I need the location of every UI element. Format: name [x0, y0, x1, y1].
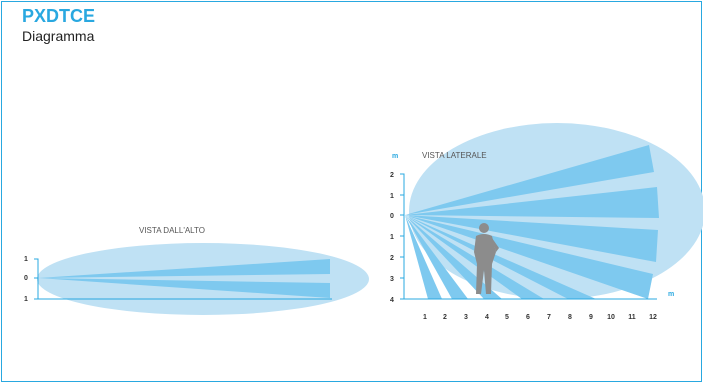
top-view-tick: 0 — [24, 275, 28, 282]
side-view-y-unit: m — [392, 153, 398, 160]
side-view-x-tick: 1 — [423, 314, 427, 321]
side-view-x-tick: 3 — [464, 314, 468, 321]
top-view: VISTA DALL'ALTO 1 0 1 — [24, 226, 369, 315]
side-view-x-tick: 7 — [547, 314, 551, 321]
side-view-x-tick: 12 — [649, 314, 657, 321]
side-view-x-unit: m — [668, 291, 674, 298]
side-view-x-tick: 5 — [505, 314, 509, 321]
side-view: VISTA LATERALE m m 2 1 0 1 2 3 4 1 2 3 4… — [390, 123, 703, 321]
side-view-x-tick: 9 — [589, 314, 593, 321]
side-view-y-tick: 2 — [390, 172, 394, 179]
top-view-tick: 1 — [24, 256, 28, 263]
side-view-y-tick: 4 — [390, 297, 394, 304]
side-view-x-tick: 2 — [443, 314, 447, 321]
side-view-y-tick: 1 — [390, 193, 394, 200]
side-view-label: VISTA LATERALE — [422, 151, 487, 160]
side-view-y-tick: 3 — [390, 276, 394, 283]
side-view-y-tick: 1 — [390, 234, 394, 241]
top-view-label: VISTA DALL'ALTO — [139, 226, 205, 235]
side-view-x-tick: 6 — [526, 314, 530, 321]
side-view-x-tick: 10 — [607, 314, 615, 321]
side-view-x-tick: 8 — [568, 314, 572, 321]
side-view-y-tick: 2 — [390, 255, 394, 262]
side-view-y-tick: 0 — [390, 213, 394, 220]
side-view-x-tick: 11 — [628, 314, 636, 321]
top-view-tick: 1 — [24, 296, 28, 303]
side-view-x-tick: 4 — [485, 314, 489, 321]
